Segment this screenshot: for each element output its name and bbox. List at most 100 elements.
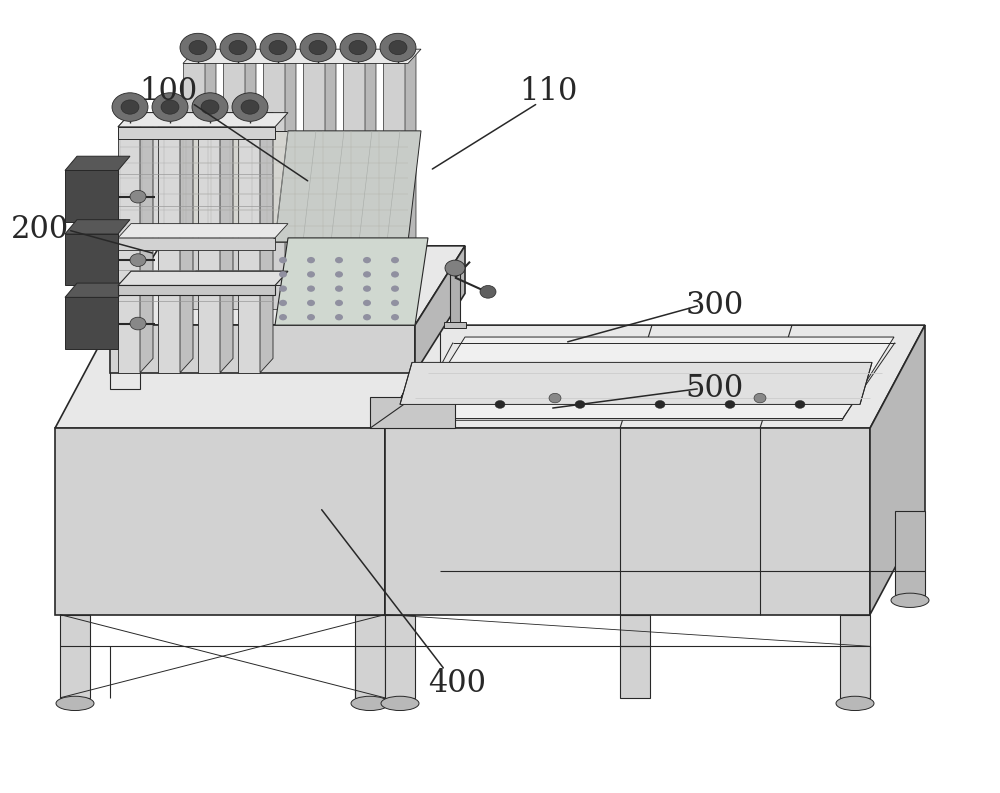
Circle shape: [307, 314, 315, 320]
Circle shape: [112, 93, 148, 121]
Ellipse shape: [381, 696, 419, 711]
Polygon shape: [183, 131, 408, 242]
Polygon shape: [198, 113, 233, 127]
Polygon shape: [415, 246, 465, 373]
Polygon shape: [450, 270, 460, 325]
Circle shape: [269, 40, 287, 55]
Circle shape: [121, 100, 139, 114]
Polygon shape: [118, 127, 140, 373]
Circle shape: [279, 314, 287, 320]
Polygon shape: [65, 156, 130, 170]
Polygon shape: [118, 113, 288, 127]
Circle shape: [380, 33, 416, 62]
Circle shape: [307, 285, 315, 292]
Ellipse shape: [836, 696, 874, 711]
Polygon shape: [140, 113, 153, 373]
Polygon shape: [370, 396, 455, 428]
Polygon shape: [383, 63, 405, 309]
Polygon shape: [275, 131, 421, 242]
Text: 400: 400: [428, 668, 486, 699]
Circle shape: [192, 93, 228, 121]
Polygon shape: [385, 325, 440, 615]
Circle shape: [220, 33, 256, 62]
Circle shape: [795, 400, 805, 408]
Circle shape: [655, 400, 665, 408]
Polygon shape: [180, 113, 193, 373]
Text: 100: 100: [139, 75, 197, 107]
Polygon shape: [65, 170, 118, 222]
Polygon shape: [870, 325, 925, 615]
Polygon shape: [285, 49, 296, 309]
Polygon shape: [385, 615, 415, 698]
Circle shape: [391, 271, 399, 278]
Circle shape: [229, 40, 247, 55]
Polygon shape: [385, 325, 925, 428]
Polygon shape: [205, 49, 216, 309]
Circle shape: [201, 100, 219, 114]
Circle shape: [300, 33, 336, 62]
Polygon shape: [183, 271, 408, 285]
Polygon shape: [110, 325, 140, 389]
Polygon shape: [110, 246, 465, 325]
Polygon shape: [55, 428, 385, 615]
Polygon shape: [444, 322, 466, 328]
Polygon shape: [355, 615, 385, 698]
Circle shape: [279, 285, 287, 292]
Circle shape: [335, 300, 343, 306]
Circle shape: [549, 393, 561, 403]
Circle shape: [391, 300, 399, 306]
Polygon shape: [118, 271, 288, 285]
Circle shape: [575, 400, 585, 408]
Circle shape: [340, 33, 376, 62]
Ellipse shape: [56, 696, 94, 711]
Polygon shape: [60, 615, 90, 698]
Circle shape: [363, 300, 371, 306]
Circle shape: [279, 271, 287, 278]
Polygon shape: [65, 220, 130, 234]
Polygon shape: [118, 238, 275, 250]
Circle shape: [495, 400, 505, 408]
Polygon shape: [400, 362, 872, 404]
Circle shape: [445, 260, 465, 276]
Circle shape: [279, 300, 287, 306]
Circle shape: [725, 400, 735, 408]
Circle shape: [189, 40, 207, 55]
Ellipse shape: [351, 696, 389, 711]
Polygon shape: [238, 127, 260, 373]
Circle shape: [391, 314, 399, 320]
Circle shape: [363, 257, 371, 263]
Circle shape: [389, 40, 407, 55]
Polygon shape: [263, 63, 285, 309]
Circle shape: [130, 317, 146, 330]
Circle shape: [391, 285, 399, 292]
Circle shape: [241, 100, 259, 114]
Polygon shape: [410, 325, 440, 389]
Polygon shape: [65, 234, 118, 285]
Circle shape: [363, 285, 371, 292]
Circle shape: [335, 285, 343, 292]
Circle shape: [363, 314, 371, 320]
Polygon shape: [55, 325, 440, 428]
Circle shape: [391, 257, 399, 263]
Circle shape: [232, 93, 268, 121]
Polygon shape: [183, 49, 421, 63]
Polygon shape: [413, 337, 894, 420]
Polygon shape: [158, 113, 193, 127]
Polygon shape: [118, 285, 275, 295]
Polygon shape: [158, 127, 180, 373]
Polygon shape: [223, 63, 245, 309]
Polygon shape: [65, 297, 118, 349]
Polygon shape: [198, 127, 220, 373]
Circle shape: [754, 393, 766, 403]
Polygon shape: [405, 49, 416, 309]
Polygon shape: [110, 325, 415, 373]
Polygon shape: [325, 49, 336, 309]
Circle shape: [279, 257, 287, 263]
Circle shape: [349, 40, 367, 55]
Polygon shape: [260, 113, 273, 373]
Text: 200: 200: [11, 214, 69, 246]
Circle shape: [130, 254, 146, 266]
Circle shape: [180, 33, 216, 62]
Text: 300: 300: [686, 289, 744, 321]
Polygon shape: [118, 224, 288, 238]
